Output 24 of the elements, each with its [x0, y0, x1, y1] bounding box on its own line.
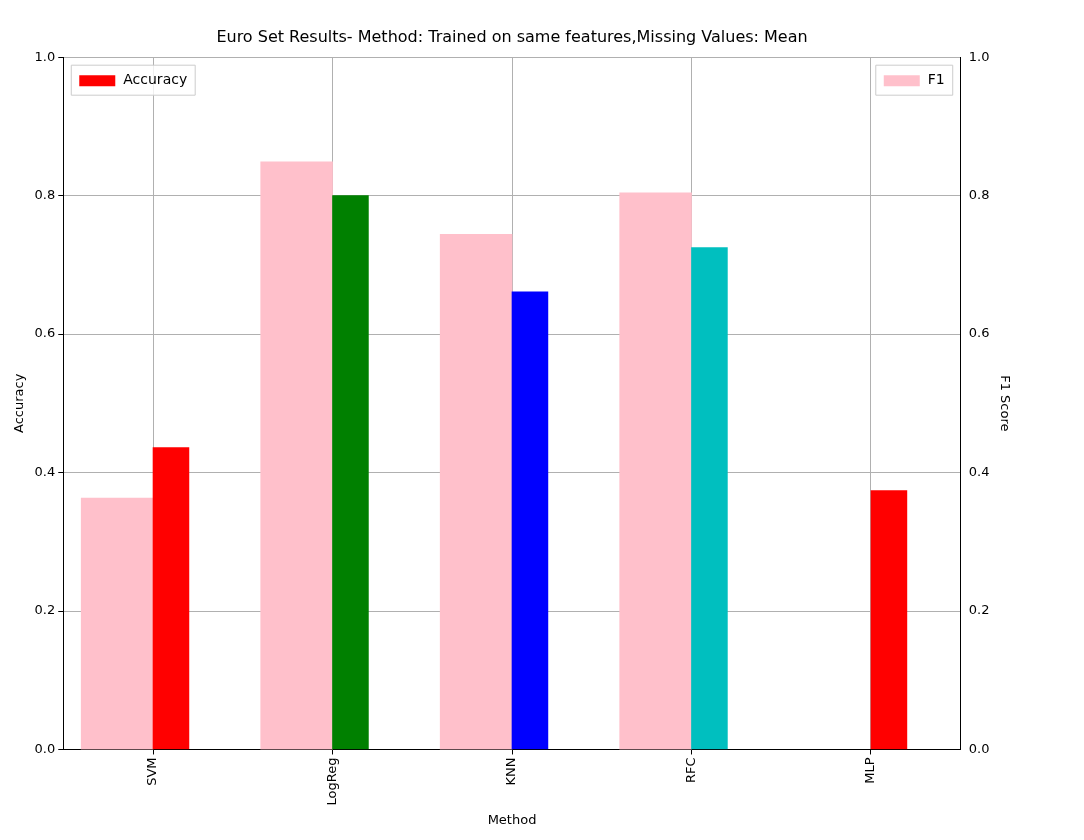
- legend-label: Accuracy: [123, 70, 188, 87]
- x-tick-label: MLP: [862, 757, 878, 784]
- y2-tick-label: 0.2: [968, 602, 990, 618]
- x-tick-label: KNN: [503, 757, 519, 786]
- x-tick-label: LogReg: [323, 757, 339, 806]
- y-tick-label: 0.8: [34, 187, 56, 203]
- legend-label: F1: [927, 70, 945, 87]
- y-tick-label: 0.0: [34, 740, 56, 756]
- y2-tick-label: 0.4: [968, 463, 990, 479]
- y-tick-label: 0.2: [34, 602, 56, 618]
- y2-axis-title: F1 Score: [997, 375, 1013, 432]
- bar: [870, 490, 908, 750]
- y-tick-label: 0.6: [34, 325, 56, 341]
- x-axis-title: Method: [487, 811, 537, 827]
- x-tick-label: SVM: [144, 757, 160, 786]
- x-tick-label: RFC: [682, 757, 698, 784]
- y-axis-title: Accuracy: [11, 373, 27, 434]
- y-tick-label: 1.0: [34, 48, 56, 64]
- chart-title: Euro Set Results- Method: Trained on same features,Missing Values: Mean: [216, 26, 808, 46]
- y2-tick-label: 0.6: [968, 325, 990, 341]
- y2-tick-label: 1.0: [968, 48, 990, 64]
- y2-tick-label: 0.8: [968, 187, 990, 203]
- y2-tick-label: 0.0: [968, 740, 990, 756]
- y-tick-label: 0.4: [34, 463, 56, 479]
